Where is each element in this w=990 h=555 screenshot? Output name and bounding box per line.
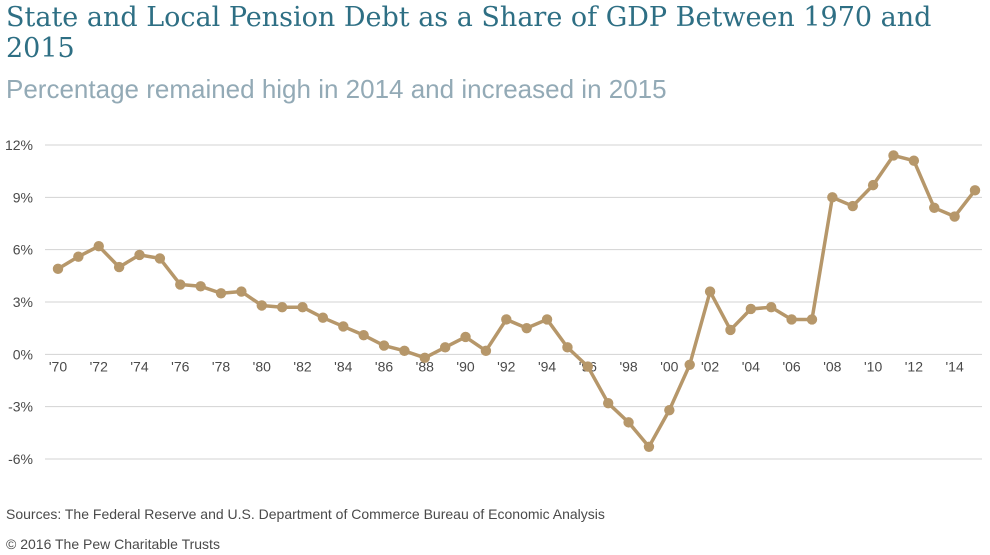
chart-title: State and Local Pension Debt as a Share … — [6, 2, 932, 64]
data-point — [664, 404, 675, 416]
data-point — [847, 200, 858, 212]
data-point — [154, 253, 166, 264]
x-tick-label: '78 — [212, 358, 230, 374]
x-tick-label: '12 — [905, 358, 923, 374]
x-tick-label: '08 — [823, 358, 841, 374]
x-tick-label: '84 — [334, 358, 352, 374]
x-tick-label: '92 — [497, 358, 515, 374]
x-tick-label: '02 — [701, 358, 719, 374]
line-chart: 12%9%6%3%0%-3%-6% '70'72'74'76'78'80'82 '… — [5, 137, 982, 467]
data-point — [93, 240, 104, 252]
data-point — [888, 150, 899, 161]
data-point — [582, 361, 594, 372]
data-point — [297, 302, 308, 313]
data-point — [562, 342, 573, 353]
x-tick-label: '98 — [619, 358, 637, 374]
data-point — [378, 340, 390, 351]
data-point — [521, 322, 532, 334]
data-point — [317, 312, 329, 323]
data-point — [419, 352, 430, 364]
data-point — [766, 302, 777, 313]
data-point — [175, 279, 186, 290]
data-point — [134, 249, 145, 261]
data-point — [338, 321, 349, 332]
x-tick-label: '70 — [49, 358, 67, 374]
data-point — [256, 300, 267, 311]
data-point — [52, 263, 64, 275]
data-point — [643, 441, 655, 452]
x-tick-label: '76 — [171, 358, 189, 374]
data-point — [195, 281, 206, 292]
y-tick-label: -3% — [8, 399, 33, 415]
x-tick-label: '80 — [253, 358, 271, 374]
data-point — [786, 314, 797, 325]
data-point — [684, 359, 695, 370]
data-point — [399, 345, 410, 357]
data-point — [623, 417, 634, 428]
series-group — [52, 150, 981, 452]
x-tick-label: '04 — [742, 358, 760, 374]
x-tick-label: '74 — [130, 358, 148, 374]
gridlines — [45, 144, 982, 460]
x-tick-label: '88 — [416, 358, 434, 374]
data-point — [73, 251, 84, 262]
data-point — [603, 397, 614, 409]
copyright-note: © 2016 The Pew Charitable Trusts — [6, 536, 220, 552]
data-point — [908, 155, 920, 166]
data-point — [439, 342, 451, 353]
x-tick-label: '72 — [90, 358, 108, 374]
data-point — [276, 302, 288, 313]
x-tick-label: '90 — [456, 358, 474, 374]
y-tick-label: 12% — [5, 137, 33, 153]
x-tick-label: '86 — [375, 358, 393, 374]
data-point — [113, 261, 125, 273]
data-point — [236, 286, 247, 297]
data-point — [949, 211, 960, 222]
data-point — [704, 286, 716, 297]
x-tick-label: '14 — [945, 358, 963, 374]
series-line — [56, 153, 977, 449]
x-tick-label: '10 — [864, 358, 882, 374]
y-tick-label: -6% — [8, 451, 33, 467]
data-point — [867, 179, 879, 191]
x-tick-label: '82 — [293, 358, 311, 374]
data-point — [480, 345, 492, 357]
data-point — [745, 303, 757, 315]
y-tick-label: 9% — [13, 189, 33, 205]
x-tick-label: '94 — [538, 358, 556, 374]
y-tick-label: 6% — [13, 242, 33, 258]
data-point — [541, 314, 553, 325]
data-point — [358, 329, 369, 341]
data-point — [215, 288, 227, 299]
data-point — [460, 331, 471, 343]
x-axis-ticks: '70 '72 '74 '76 '78 '80 '82 '84 '86 '88 '90 '92 '94 '… — [49, 358, 964, 374]
y-axis-ticks: 12% 9% 6% 3% 0% -3% -6% — [5, 137, 33, 467]
data-point — [969, 185, 981, 196]
y-tick-label: 3% — [13, 294, 33, 310]
y-tick-label: 0% — [13, 346, 33, 362]
x-tick-label: '06 — [782, 358, 800, 374]
data-point — [806, 314, 818, 325]
data-point — [929, 202, 940, 213]
chart-subtitle: Percentage remained high in 2014 and inc… — [6, 74, 667, 104]
x-tick-label: '00 — [660, 358, 678, 374]
data-point — [827, 192, 838, 203]
data-point — [501, 314, 512, 325]
source-note: Sources: The Federal Reserve and U.S. De… — [6, 506, 605, 522]
data-point — [725, 324, 736, 336]
